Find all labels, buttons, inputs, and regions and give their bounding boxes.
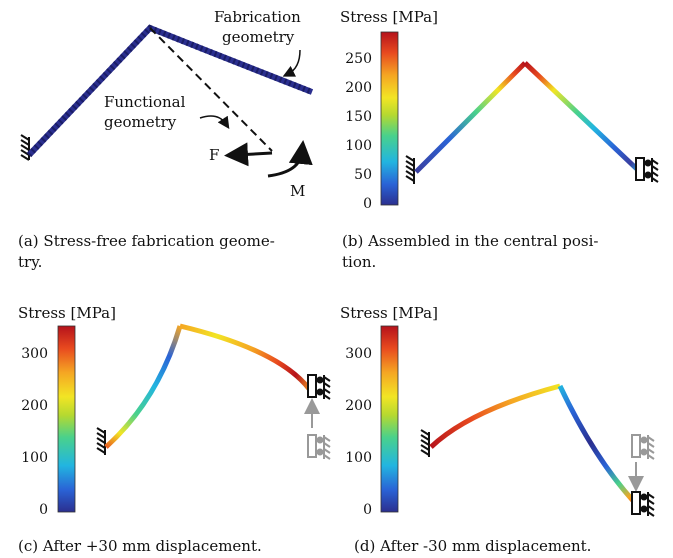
beam-d-right (557, 384, 639, 507)
caption-d: (d) After -30 mm displacement. (354, 537, 591, 555)
caption-b-line1: (b) Assembled in the central posi- (342, 232, 598, 250)
original-support-ghost-c (307, 434, 331, 460)
label-fabrication-2: geometry (222, 28, 295, 46)
label-functional-1: Functional (104, 93, 186, 111)
colorbar-ticks-d: 300 200 100 0 (345, 346, 372, 518)
beam-b-left (414, 61, 527, 174)
panel-c: Stress [MPa] 300 200 100 0 (18, 304, 331, 555)
caption-b-line2: tion. (342, 253, 376, 271)
beam-c-right (179, 323, 312, 392)
fixed-support-d (420, 429, 430, 457)
fabrication-beam (26, 24, 314, 158)
beam-c-left (104, 325, 183, 449)
tick-d-300: 300 (345, 346, 372, 362)
panel-a: Fabrication geometry Functional geometry… (18, 8, 314, 271)
caption-c: (c) After +30 mm displacement. (18, 537, 262, 555)
moment-arrow (267, 140, 313, 178)
tick-b-200: 200 (345, 80, 372, 96)
fixed-support-a (20, 134, 30, 161)
functional-pointer-arrow (199, 115, 230, 129)
colorbar-b (380, 31, 399, 206)
label-fabrication-1: Fabrication (214, 8, 301, 26)
tick-b-100: 100 (345, 138, 372, 154)
beam-d-left (429, 383, 561, 449)
sliding-support-c (307, 374, 331, 400)
colorbar-d (380, 325, 399, 513)
tick-b-150: 150 (345, 109, 372, 125)
colorbar-ticks-c: 300 200 100 0 (21, 346, 48, 518)
tick-d-0: 0 (363, 502, 372, 518)
tick-c-300: 300 (21, 346, 48, 362)
tick-d-100: 100 (345, 450, 372, 466)
functional-geometry-line (149, 27, 273, 152)
fabrication-beam-texture (26, 24, 314, 158)
tick-b-50: 50 (354, 167, 372, 183)
colorbar-title-c: Stress [MPa] (18, 304, 116, 322)
tick-c-200: 200 (21, 398, 48, 414)
label-functional-2: geometry (104, 113, 177, 131)
fabrication-pointer-arrow (282, 49, 301, 77)
tick-c-0: 0 (39, 502, 48, 518)
fixed-support-c (96, 427, 106, 455)
colorbar-title-d: Stress [MPa] (340, 304, 438, 322)
original-support-ghost-d (631, 434, 655, 460)
sliding-support-b (635, 157, 659, 183)
panel-d: Stress [MPa] 300 200 100 0 (340, 304, 655, 555)
tick-b-0: 0 (363, 196, 372, 212)
tick-d-200: 200 (345, 398, 372, 414)
label-force: F (209, 146, 219, 164)
fixed-support-b (405, 155, 415, 184)
colorbar-c (57, 325, 76, 513)
tick-c-100: 100 (21, 450, 48, 466)
panel-b: Stress [MPa] 250 200 150 100 50 0 (340, 8, 659, 271)
force-arrow (224, 142, 273, 167)
beam-b-right (523, 61, 642, 174)
colorbar-title-b: Stress [MPa] (340, 8, 438, 26)
tick-b-250: 250 (345, 51, 372, 67)
caption-a-line1: (a) Stress-free fabrication geome- (18, 232, 275, 250)
sliding-support-d (631, 491, 655, 517)
colorbar-ticks-b: 250 200 150 100 50 0 (345, 51, 372, 212)
caption-a-line2: try. (18, 253, 42, 271)
label-moment: M (290, 182, 305, 200)
